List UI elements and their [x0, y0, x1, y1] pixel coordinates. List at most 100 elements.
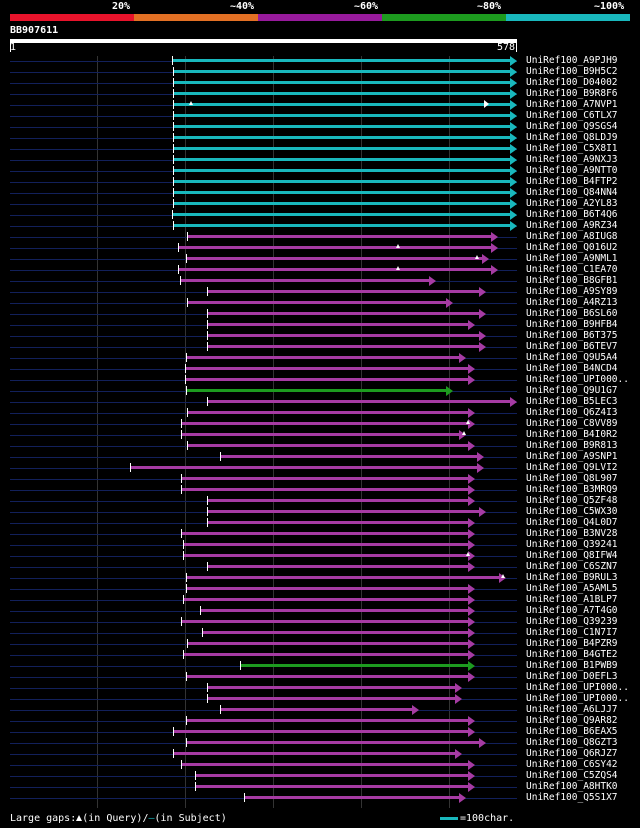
hit-label[interactable]: UniRef100_D04002	[526, 77, 618, 88]
hit-label[interactable]: UniRef100_B9H5C2	[526, 66, 618, 77]
hit-label[interactable]: UniRef100_B5LEC3	[526, 396, 618, 407]
hit-label[interactable]: UniRef100_B6TEV7	[526, 341, 618, 352]
hit-label[interactable]: UniRef100_A5AML5	[526, 583, 618, 594]
hit-row[interactable]: UniRef100_B6TEV7	[0, 341, 640, 353]
hit-row[interactable]: UniRef100_A2YL83	[0, 198, 640, 210]
alignment-bar[interactable]	[201, 628, 475, 638]
hit-label[interactable]: UniRef100_A9SNP1	[526, 451, 618, 462]
hit-label[interactable]: UniRef100_D0EFL3	[526, 671, 618, 682]
hit-row[interactable]: UniRef100_Q4L0D7	[0, 517, 640, 529]
hit-label[interactable]: UniRef100_Q39241	[526, 539, 618, 550]
alignment-bar[interactable]	[129, 463, 484, 473]
hit-row[interactable]: UniRef100_Q8LDJ9	[0, 132, 640, 144]
alignment-bar[interactable]	[185, 573, 507, 583]
alignment-bar[interactable]	[181, 617, 475, 627]
hit-row[interactable]: UniRef100_Q9SGS4	[0, 121, 640, 133]
hit-label[interactable]: UniRef100_A7NVP1	[526, 99, 618, 110]
alignment-bar[interactable]	[185, 584, 475, 594]
alignment-bar[interactable]	[206, 683, 462, 693]
hit-row[interactable]: UniRef100_Q9LVI2	[0, 462, 640, 474]
alignment-bar[interactable]	[173, 144, 517, 154]
hit-label[interactable]: UniRef100_B4PZR9	[526, 638, 618, 649]
hit-label[interactable]: UniRef100_A9RZ34	[526, 220, 618, 231]
hit-label[interactable]: UniRef100_Q39239	[526, 616, 618, 627]
hit-label[interactable]: UniRef100_Q8IFW4	[526, 550, 618, 561]
hit-row[interactable]: UniRef100_C5WX30	[0, 506, 640, 518]
hit-label[interactable]: UniRef100_A9NML1	[526, 253, 618, 264]
hit-label[interactable]: UniRef100_A9SY89	[526, 286, 618, 297]
alignment-bar[interactable]	[206, 496, 475, 506]
hit-row[interactable]: UniRef100_Q6RJZ7	[0, 748, 640, 760]
hit-row[interactable]: UniRef100_B4PZR9	[0, 638, 640, 650]
alignment-bar[interactable]	[177, 265, 498, 275]
hit-row[interactable]: UniRef100_C5X8I1	[0, 143, 640, 155]
hit-label[interactable]: UniRef100_C1N7I7	[526, 627, 618, 638]
hit-label[interactable]: UniRef100_A9PJH9	[526, 55, 618, 66]
alignment-bar[interactable]	[185, 738, 487, 748]
alignment-bar[interactable]	[199, 606, 475, 616]
hit-label[interactable]: UniRef100_B8GFB1	[526, 275, 618, 286]
hit-row[interactable]: UniRef100_C1EA70	[0, 264, 640, 276]
alignment-bar[interactable]	[171, 56, 517, 66]
hit-label[interactable]: UniRef100_B9HFB4	[526, 319, 618, 330]
hit-label[interactable]: UniRef100_UPI000..	[526, 693, 629, 704]
hit-row[interactable]: UniRef100_B6T4Q6	[0, 209, 640, 221]
hit-label[interactable]: UniRef100_Q5ZF48	[526, 495, 618, 506]
hit-row[interactable]: UniRef100_C1N7I7	[0, 627, 640, 639]
hit-row[interactable]: UniRef100_C8VV89	[0, 418, 640, 430]
hit-row[interactable]: UniRef100_B9R8F6	[0, 88, 640, 100]
hit-row[interactable]: UniRef100_A9NTT0	[0, 165, 640, 177]
hit-label[interactable]: UniRef100_C6SY42	[526, 759, 618, 770]
hit-row[interactable]: UniRef100_UPI000..	[0, 693, 640, 705]
hit-label[interactable]: UniRef100_A1BLP7	[526, 594, 618, 605]
alignment-bar[interactable]	[173, 78, 517, 88]
hit-label[interactable]: UniRef100_B3NV28	[526, 528, 618, 539]
hit-row[interactable]: UniRef100_A4RZ13	[0, 297, 640, 309]
hit-label[interactable]: UniRef100_Q6RJZ7	[526, 748, 618, 759]
hit-row[interactable]: UniRef100_B6T375	[0, 330, 640, 342]
hit-label[interactable]: UniRef100_C8VV89	[526, 418, 618, 429]
hit-row[interactable]: UniRef100_Q8GZT3	[0, 737, 640, 749]
hit-label[interactable]: UniRef100_B6SL60	[526, 308, 618, 319]
hit-label[interactable]: UniRef100_B9R8F6	[526, 88, 618, 99]
alignment-bar[interactable]	[220, 705, 419, 715]
alignment-bar[interactable]	[186, 408, 475, 418]
hit-label[interactable]: UniRef100_C1EA70	[526, 264, 618, 275]
alignment-bar[interactable]	[173, 188, 517, 198]
hit-row[interactable]: UniRef100_A7NVP1	[0, 99, 640, 111]
alignment-bar[interactable]	[206, 287, 487, 297]
alignment-bar[interactable]	[206, 309, 487, 319]
hit-row[interactable]: UniRef100_Q6Z4I3	[0, 407, 640, 419]
hit-row[interactable]: UniRef100_A1BLP7	[0, 594, 640, 606]
alignment-bar[interactable]	[181, 474, 475, 484]
alignment-bar[interactable]	[183, 595, 475, 605]
hit-row[interactable]: UniRef100_UPI000..	[0, 682, 640, 694]
alignment-bar[interactable]	[172, 749, 462, 759]
hit-row[interactable]: UniRef100_A8IUG8	[0, 231, 640, 243]
hit-label[interactable]: UniRef100_Q9U1G7	[526, 385, 618, 396]
hit-row[interactable]: UniRef100_A5AML5	[0, 583, 640, 595]
alignment-bar[interactable]	[183, 540, 475, 550]
hit-row[interactable]: UniRef100_B3MRQ9	[0, 484, 640, 496]
alignment-bar[interactable]	[171, 210, 517, 220]
hit-row[interactable]: UniRef100_B4FTP2	[0, 176, 640, 188]
alignment-bar[interactable]	[173, 122, 517, 132]
hit-row[interactable]: UniRef100_Q5S1X7	[0, 792, 640, 804]
hit-label[interactable]: UniRef100_B4I0R2	[526, 429, 618, 440]
hit-label[interactable]: UniRef100_Q8GZT3	[526, 737, 618, 748]
hit-row[interactable]: UniRef100_B8GFB1	[0, 275, 640, 287]
alignment-bar[interactable]	[181, 760, 475, 770]
alignment-bar[interactable]	[206, 342, 487, 352]
hit-label[interactable]: UniRef100_Q5S1X7	[526, 792, 618, 803]
hit-row[interactable]: UniRef100_Q8L907	[0, 473, 640, 485]
hit-row[interactable]: UniRef100_A9RZ34	[0, 220, 640, 232]
alignment-bar[interactable]	[206, 507, 487, 517]
alignment-bar[interactable]	[195, 771, 475, 781]
hit-row[interactable]: UniRef100_B4GTE2	[0, 649, 640, 661]
hit-label[interactable]: UniRef100_Q4L0D7	[526, 517, 618, 528]
hit-row[interactable]: UniRef100_B9H5C2	[0, 66, 640, 78]
alignment-bar[interactable]	[187, 441, 475, 451]
hit-label[interactable]: UniRef100_A6LJJ7	[526, 704, 618, 715]
hit-row[interactable]: UniRef100_B4NCD4	[0, 363, 640, 375]
hit-label[interactable]: UniRef100_B6T4Q6	[526, 209, 618, 220]
